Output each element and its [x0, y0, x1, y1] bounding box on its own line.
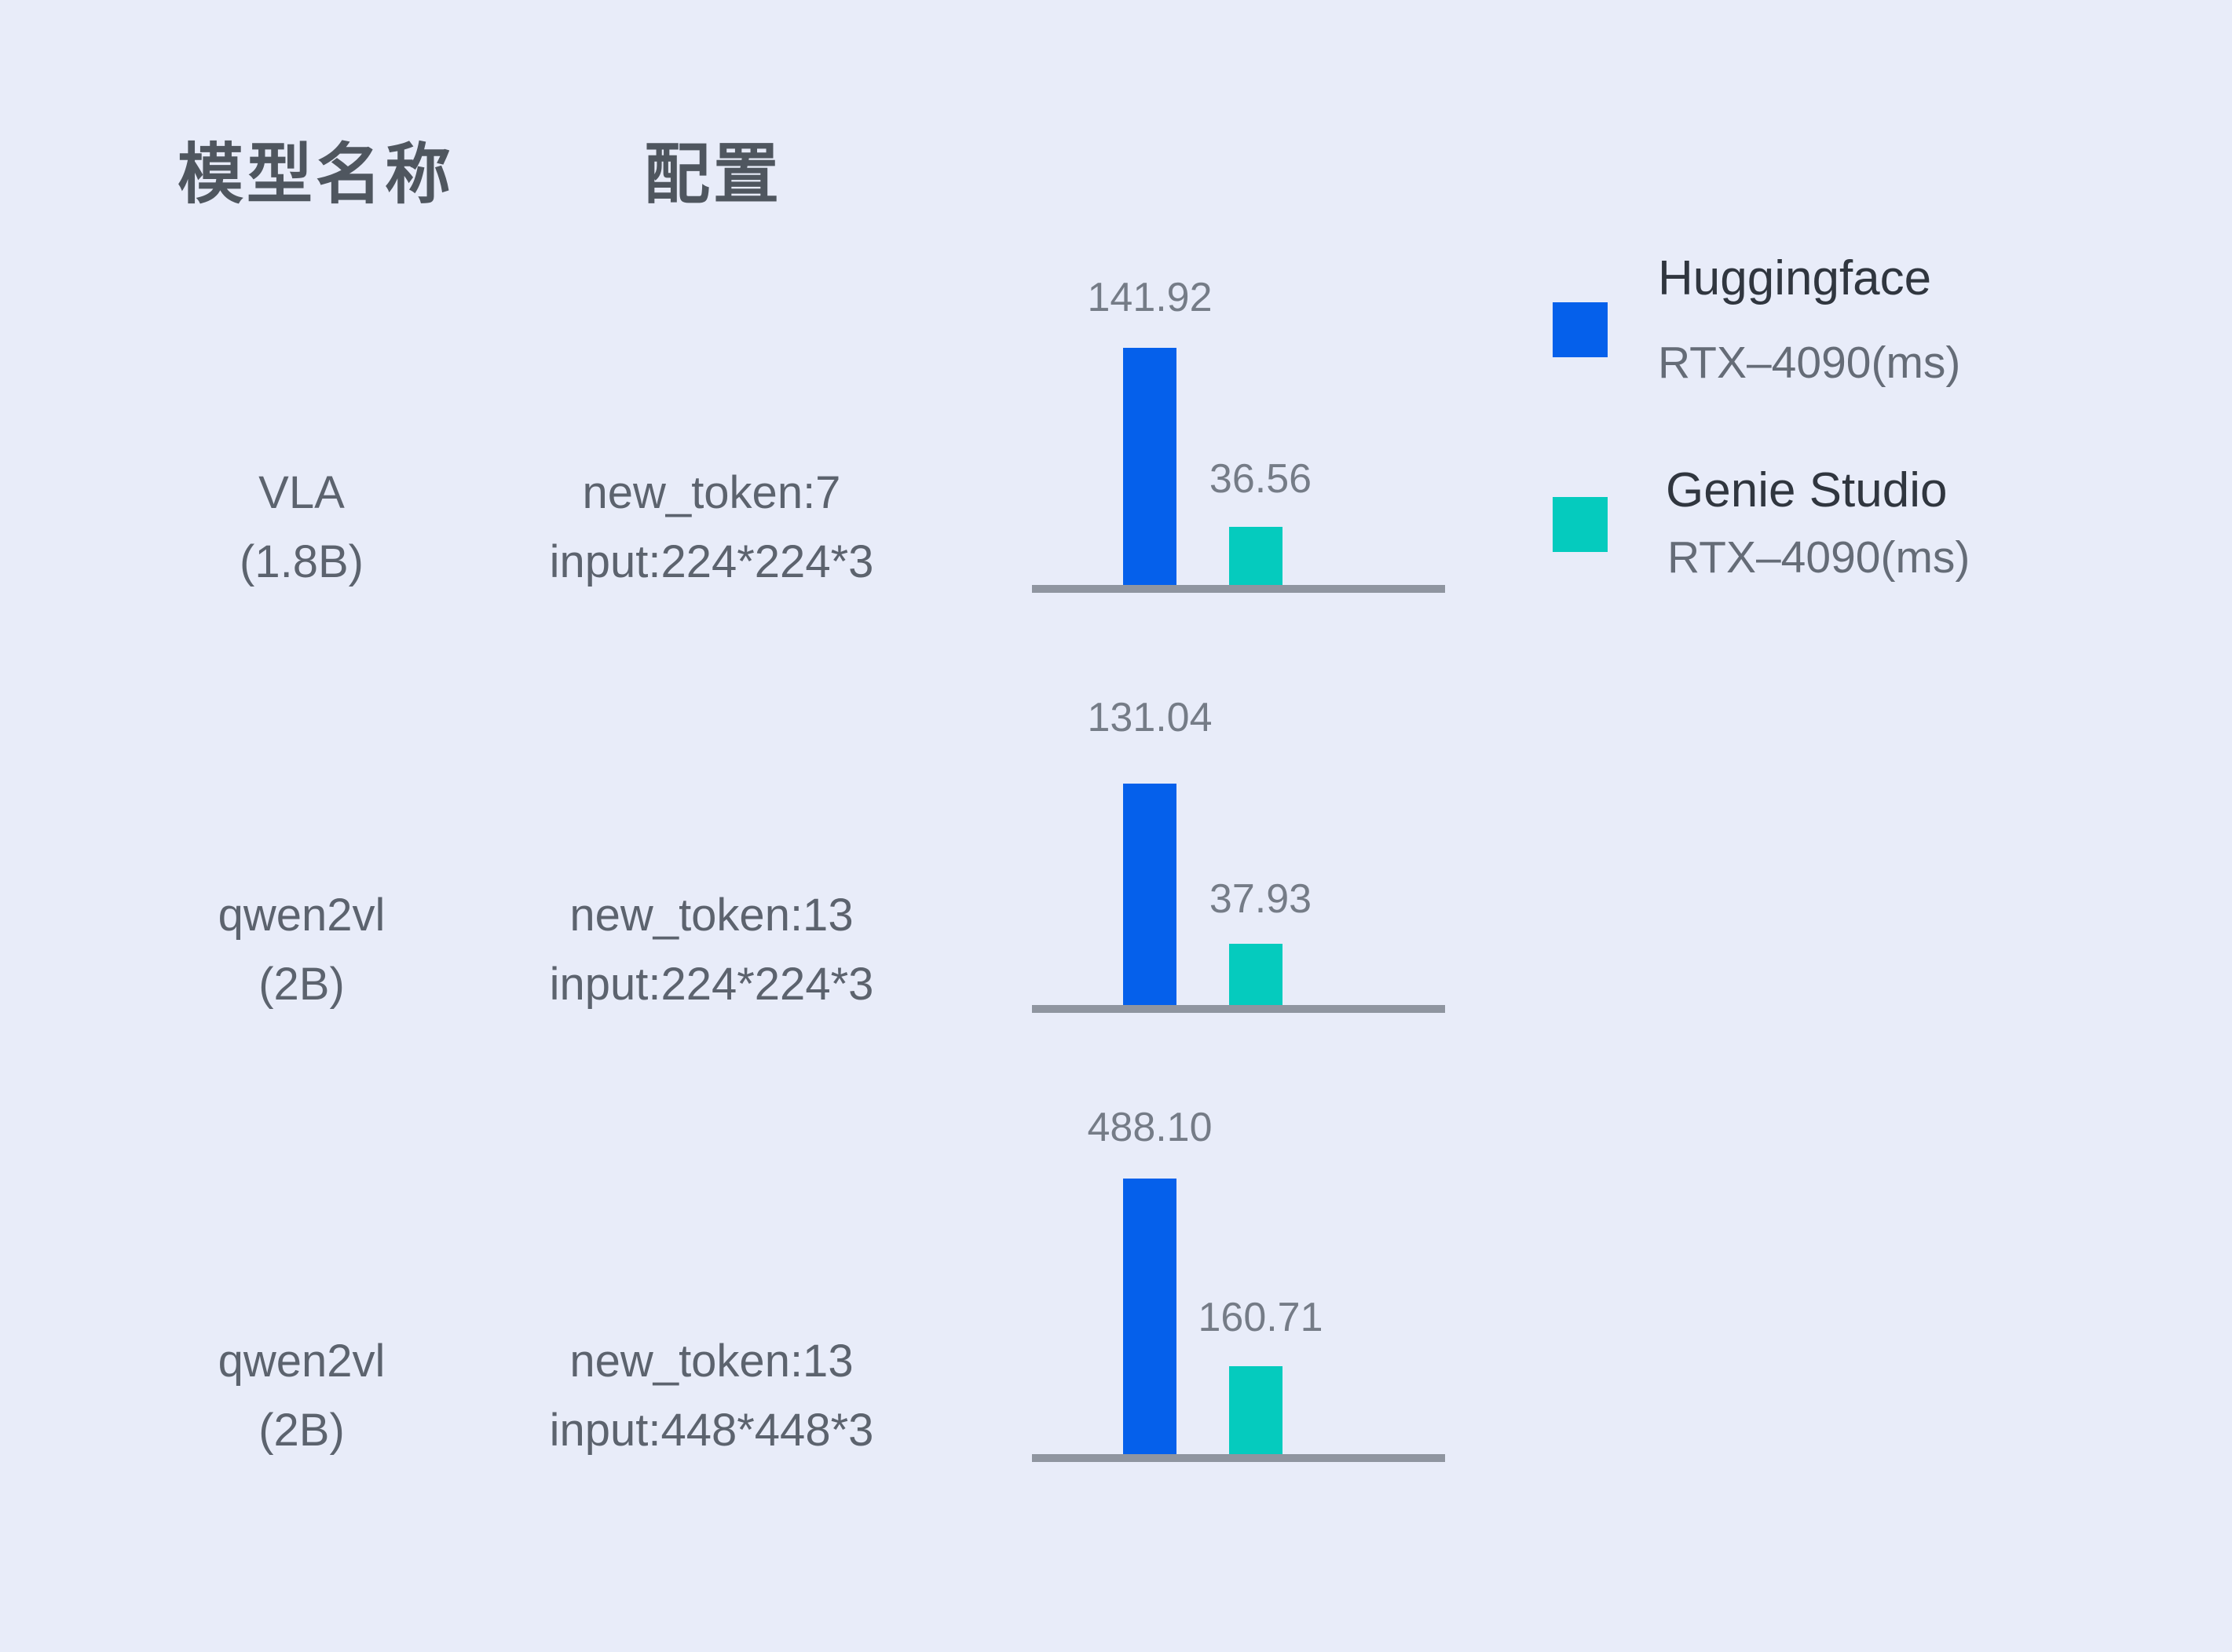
model-name: qwen2vl: [218, 1336, 386, 1387]
latency-bar-chart: 488.10 160.71: [1032, 1105, 1445, 1462]
huggingface-value-label: 488.10: [1087, 1105, 1213, 1150]
config-cell: new_token:13 input:448*448*3: [515, 1327, 908, 1465]
model-name: qwen2vl: [218, 890, 386, 941]
model-size: (2B): [258, 1405, 345, 1456]
genie-value-label: 37.93: [1209, 876, 1312, 922]
chart-baseline: [1032, 1454, 1445, 1462]
genie-bar: [1229, 527, 1282, 589]
column-header-config: 配置: [644, 137, 783, 211]
genie-value-label: 36.56: [1209, 456, 1312, 502]
config-new-token: new_token:13: [569, 1336, 854, 1387]
model-name-cell: qwen2vl (2B): [129, 1327, 474, 1465]
config-new-token: new_token:7: [582, 467, 841, 518]
genie-legend-swatch: [1553, 497, 1608, 552]
config-cell: new_token:7 input:224*224*3: [515, 459, 908, 597]
config-input-shape: input:224*224*3: [549, 959, 874, 1010]
model-name-cell: qwen2vl (2B): [129, 881, 474, 1019]
huggingface-legend-device: RTX–4090(ms): [1658, 338, 1961, 388]
column-header-model-name: 模型名称: [177, 137, 455, 211]
genie-bar: [1229, 1366, 1282, 1458]
config-new-token: new_token:13: [569, 890, 854, 941]
huggingface-legend-name: Huggingface: [1658, 251, 1932, 305]
genie-legend-device: RTX–4090(ms): [1667, 532, 1970, 583]
latency-bar-chart: 131.04 37.93: [1032, 675, 1445, 1013]
model-size: (2B): [258, 959, 345, 1010]
huggingface-bar: [1123, 784, 1176, 1009]
latency-bar-chart: 141.92 36.56: [1032, 255, 1445, 593]
huggingface-bar: [1123, 348, 1176, 589]
genie-legend-name: Genie Studio: [1666, 463, 1948, 517]
huggingface-bar: [1123, 1179, 1176, 1458]
huggingface-value-label: 131.04: [1087, 695, 1213, 740]
genie-value-label: 160.71: [1198, 1295, 1323, 1340]
chart-baseline: [1032, 585, 1445, 593]
config-cell: new_token:13 input:224*224*3: [515, 881, 908, 1019]
huggingface-legend-swatch: [1553, 302, 1608, 357]
config-input-shape: input:448*448*3: [549, 1405, 874, 1456]
model-size: (1.8B): [240, 536, 364, 587]
huggingface-value-label: 141.92: [1087, 275, 1213, 320]
config-input-shape: input:224*224*3: [549, 536, 874, 587]
chart-baseline: [1032, 1005, 1445, 1013]
genie-bar: [1229, 944, 1282, 1009]
model-name: VLA: [258, 467, 345, 518]
model-name-cell: VLA (1.8B): [129, 459, 474, 597]
